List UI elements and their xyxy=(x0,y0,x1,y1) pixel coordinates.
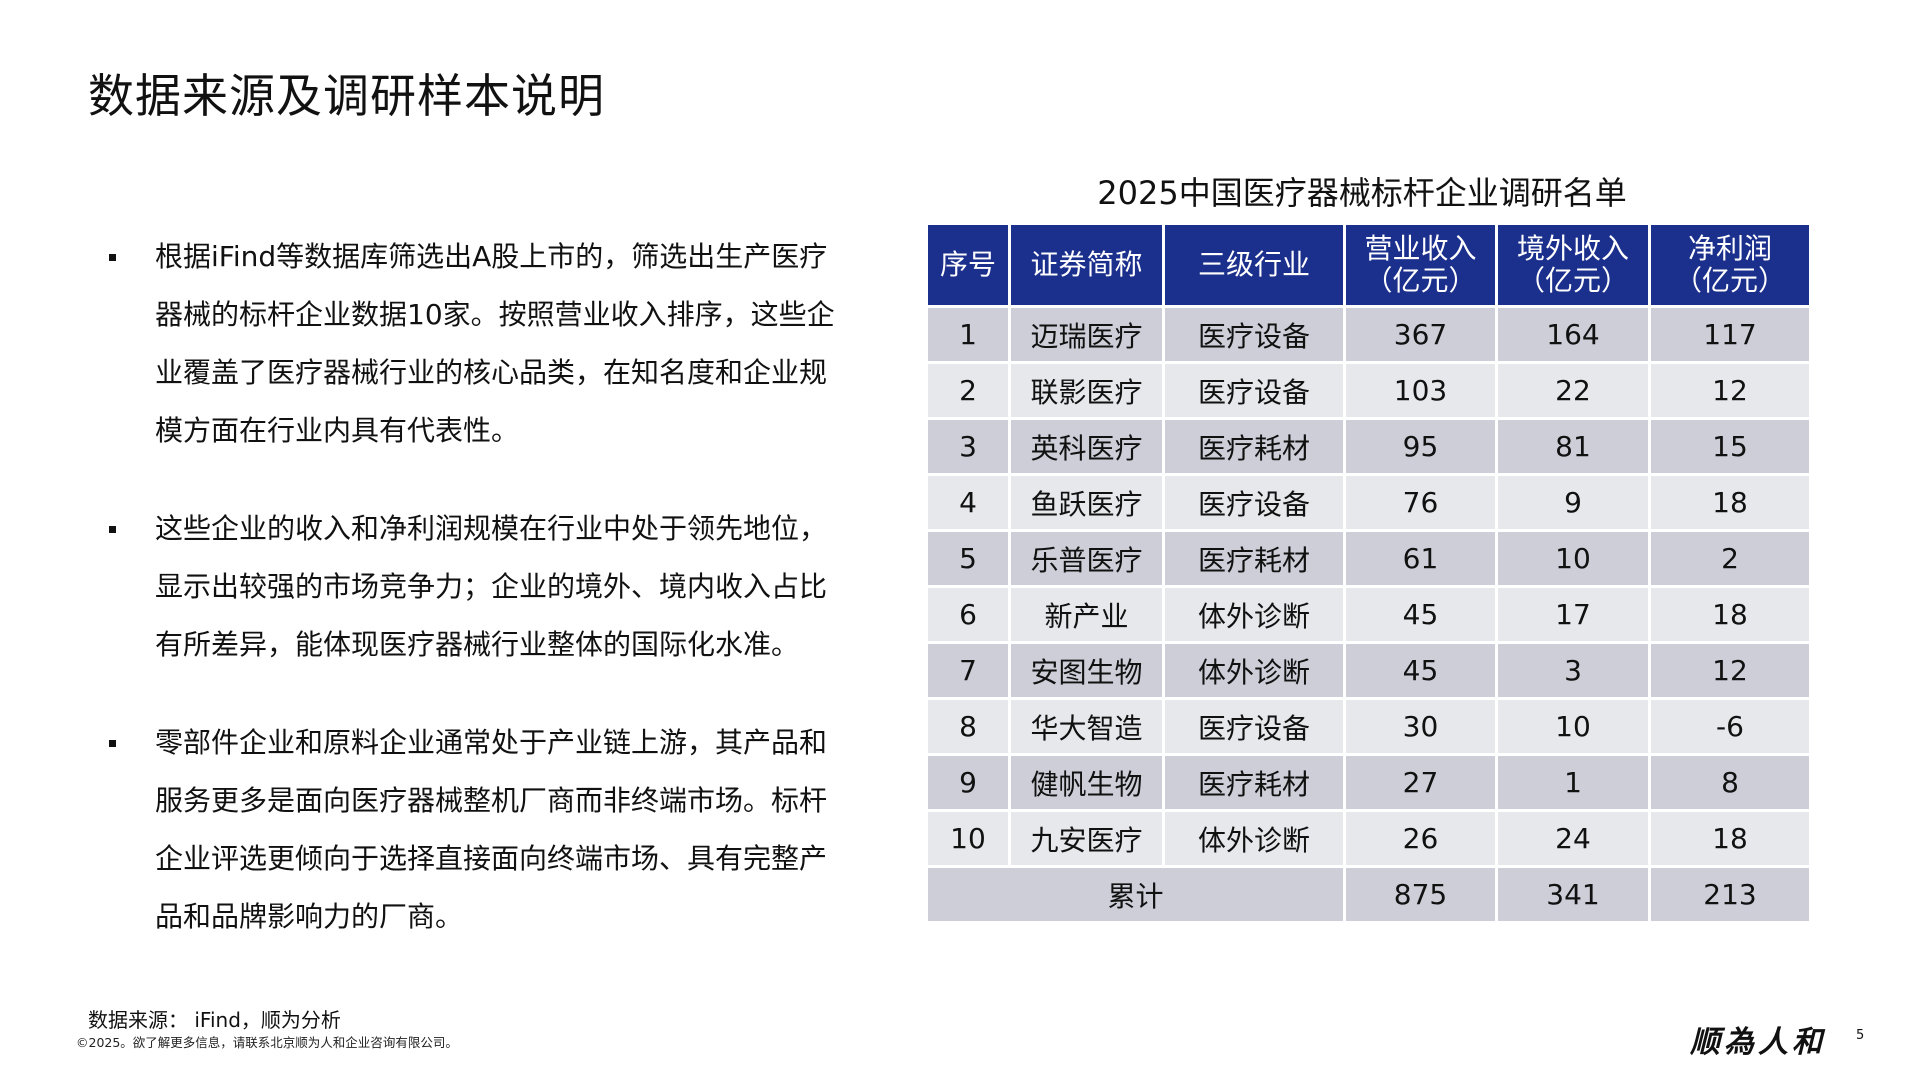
page-title: 数据来源及调研样本说明 xyxy=(88,69,605,123)
bullet-square-icon xyxy=(109,740,116,747)
cell-overseas: 24 xyxy=(1495,809,1651,868)
table-row: 5 乐普医疗 医疗耗材 61 10 2 xyxy=(925,529,1812,588)
cell-name: 联影医疗 xyxy=(1008,361,1165,420)
cell-profit: 117 xyxy=(1648,305,1812,364)
brand-logo: 顺為人和 xyxy=(1690,1025,1826,1060)
cell-name: 健帆生物 xyxy=(1008,753,1165,812)
bullet-text: 零部件企业和原料企业通常处于产业链上游，其产品和服务更多是面向医疗器械整机厂商而… xyxy=(155,726,828,933)
cell-overseas: 10 xyxy=(1495,697,1651,756)
bullet-item: 根据iFind等数据库筛选出A股上市的，筛选出生产医疗器械的标杆企业数据10家。… xyxy=(105,228,845,460)
cell-industry: 医疗耗材 xyxy=(1162,753,1346,812)
total-label: 累计 xyxy=(925,865,1346,924)
cell-revenue: 103 xyxy=(1343,361,1498,420)
cell-profit: 12 xyxy=(1648,361,1812,420)
header-profit: 净利润 （亿元） xyxy=(1648,222,1812,308)
total-overseas: 341 xyxy=(1495,865,1651,924)
total-profit: 213 xyxy=(1648,865,1812,924)
cell-index: 10 xyxy=(925,809,1011,868)
cell-revenue: 26 xyxy=(1343,809,1498,868)
cell-overseas: 81 xyxy=(1495,417,1651,476)
cell-industry: 医疗耗材 xyxy=(1162,417,1346,476)
cell-revenue: 76 xyxy=(1343,473,1498,532)
cell-industry: 医疗耗材 xyxy=(1162,529,1346,588)
table-row: 10 九安医疗 体外诊断 26 24 18 xyxy=(925,809,1812,868)
cell-index: 6 xyxy=(925,585,1011,644)
header-revenue: 营业收入 （亿元） xyxy=(1343,222,1498,308)
header-name: 证券简称 xyxy=(1008,222,1165,308)
cell-industry: 体外诊断 xyxy=(1162,809,1346,868)
cell-index: 2 xyxy=(925,361,1011,420)
cell-index: 1 xyxy=(925,305,1011,364)
bullet-text: 这些企业的收入和净利润规模在行业中处于领先地位，显示出较强的市场竞争力；企业的境… xyxy=(155,512,828,661)
table-row: 7 安图生物 体外诊断 45 3 12 xyxy=(925,641,1812,700)
cell-revenue: 61 xyxy=(1343,529,1498,588)
cell-industry: 医疗设备 xyxy=(1162,361,1346,420)
cell-overseas: 3 xyxy=(1495,641,1651,700)
bullet-square-icon xyxy=(109,254,116,261)
table-row: 6 新产业 体外诊断 45 17 18 xyxy=(925,585,1812,644)
cell-revenue: 367 xyxy=(1343,305,1498,364)
cell-profit: 18 xyxy=(1648,809,1812,868)
cell-name: 安图生物 xyxy=(1008,641,1165,700)
bullet-item: 零部件企业和原料企业通常处于产业链上游，其产品和服务更多是面向医疗器械整机厂商而… xyxy=(105,714,845,946)
cell-overseas: 17 xyxy=(1495,585,1651,644)
cell-industry: 医疗设备 xyxy=(1162,697,1346,756)
bullet-item: 这些企业的收入和净利润规模在行业中处于领先地位，显示出较强的市场竞争力；企业的境… xyxy=(105,500,845,674)
cell-industry: 医疗设备 xyxy=(1162,305,1346,364)
cell-name: 英科医疗 xyxy=(1008,417,1165,476)
cell-overseas: 22 xyxy=(1495,361,1651,420)
table-row: 2 联影医疗 医疗设备 103 22 12 xyxy=(925,361,1812,420)
cell-industry: 体外诊断 xyxy=(1162,585,1346,644)
cell-overseas: 164 xyxy=(1495,305,1651,364)
table-row: 9 健帆生物 医疗耗材 27 1 8 xyxy=(925,753,1812,812)
cell-overseas: 1 xyxy=(1495,753,1651,812)
cell-revenue: 27 xyxy=(1343,753,1498,812)
cell-name: 乐普医疗 xyxy=(1008,529,1165,588)
cell-profit: 2 xyxy=(1648,529,1812,588)
cell-industry: 医疗设备 xyxy=(1162,473,1346,532)
cell-revenue: 95 xyxy=(1343,417,1498,476)
cell-index: 4 xyxy=(925,473,1011,532)
table-total-row: 累计 875 341 213 xyxy=(925,865,1812,924)
table-row: 8 华大智造 医疗设备 30 10 -6 xyxy=(925,697,1812,756)
cell-profit: 18 xyxy=(1648,585,1812,644)
table-title: 2025中国医疗器械标杆企业调研名单 xyxy=(1097,174,1627,212)
bullet-square-icon xyxy=(109,526,116,533)
cell-name: 迈瑞医疗 xyxy=(1008,305,1165,364)
table-row: 3 英科医疗 医疗耗材 95 81 15 xyxy=(925,417,1812,476)
header-index: 序号 xyxy=(925,222,1011,308)
benchmark-table: 序号 证券简称 三级行业 营业收入 （亿元） 境外收入 （亿元） 净利润 （亿元） 1… xyxy=(925,222,1812,924)
cell-index: 9 xyxy=(925,753,1011,812)
cell-revenue: 45 xyxy=(1343,641,1498,700)
cell-name: 九安医疗 xyxy=(1008,809,1165,868)
table-row: 1 迈瑞医疗 医疗设备 367 164 117 xyxy=(925,305,1812,364)
cell-index: 3 xyxy=(925,417,1011,476)
cell-name: 新产业 xyxy=(1008,585,1165,644)
cell-revenue: 30 xyxy=(1343,697,1498,756)
data-source-note: 数据来源： iFind，顺为分析 xyxy=(88,1008,341,1032)
cell-index: 7 xyxy=(925,641,1011,700)
table-row: 4 鱼跃医疗 医疗设备 76 9 18 xyxy=(925,473,1812,532)
cell-index: 8 xyxy=(925,697,1011,756)
cell-overseas: 10 xyxy=(1495,529,1651,588)
total-revenue: 875 xyxy=(1343,865,1498,924)
page-number: 5 xyxy=(1856,1028,1865,1043)
cell-index: 5 xyxy=(925,529,1011,588)
copyright-note: ©2025。欲了解更多信息，请联系北京顺为人和企业咨询有限公司。 xyxy=(76,1035,458,1050)
header-industry: 三级行业 xyxy=(1162,222,1346,308)
cell-name: 鱼跃医疗 xyxy=(1008,473,1165,532)
table-header-row: 序号 证券简称 三级行业 营业收入 （亿元） 境外收入 （亿元） 净利润 （亿元） xyxy=(925,222,1812,308)
bullet-list: 根据iFind等数据库筛选出A股上市的，筛选出生产医疗器械的标杆企业数据10家。… xyxy=(105,228,845,986)
bullet-text: 根据iFind等数据库筛选出A股上市的，筛选出生产医疗器械的标杆企业数据10家。… xyxy=(155,240,835,447)
cell-revenue: 45 xyxy=(1343,585,1498,644)
header-overseas: 境外收入 （亿元） xyxy=(1495,222,1651,308)
cell-overseas: 9 xyxy=(1495,473,1651,532)
cell-profit: 8 xyxy=(1648,753,1812,812)
cell-profit: -6 xyxy=(1648,697,1812,756)
cell-profit: 15 xyxy=(1648,417,1812,476)
cell-industry: 体外诊断 xyxy=(1162,641,1346,700)
cell-name: 华大智造 xyxy=(1008,697,1165,756)
cell-profit: 12 xyxy=(1648,641,1812,700)
cell-profit: 18 xyxy=(1648,473,1812,532)
